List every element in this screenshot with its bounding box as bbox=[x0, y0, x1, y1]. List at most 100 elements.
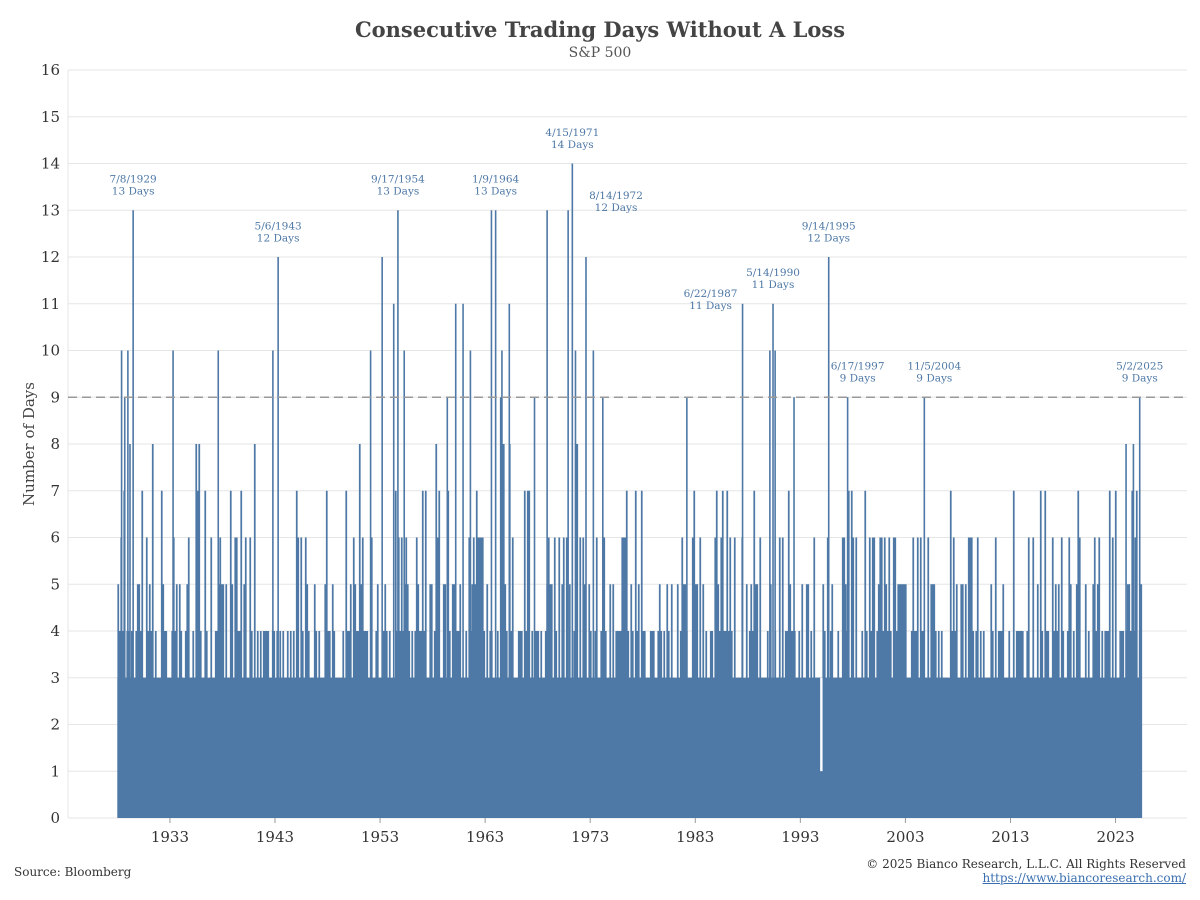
bar-peak bbox=[129, 444, 131, 818]
bar bbox=[421, 490, 424, 818]
x-tick-label: 1963 bbox=[466, 828, 504, 846]
bar-peak bbox=[217, 350, 220, 818]
y-tick-label: 10 bbox=[41, 342, 60, 360]
x-tick-label: 1993 bbox=[781, 828, 819, 846]
x-tick-label: 1983 bbox=[676, 828, 714, 846]
bar bbox=[1131, 490, 1134, 818]
bar-peak bbox=[501, 350, 503, 818]
source-link[interactable]: https://www.biancoresearch.com/ bbox=[982, 871, 1186, 885]
y-tick-label: 5 bbox=[50, 575, 60, 593]
bar bbox=[438, 490, 441, 818]
annotation-date: 9/14/1995 bbox=[802, 220, 856, 232]
annotation-date: 4/15/1971 bbox=[545, 127, 599, 139]
bar bbox=[850, 490, 853, 818]
bar bbox=[726, 490, 729, 818]
bar-peak bbox=[592, 350, 595, 818]
chart-title: Consecutive Trading Days Without A Loss bbox=[355, 17, 845, 42]
bar bbox=[715, 490, 718, 818]
bar bbox=[523, 490, 526, 818]
bar bbox=[502, 444, 505, 818]
bar-peak bbox=[123, 397, 126, 818]
bar-notable bbox=[132, 210, 134, 818]
bar-peak bbox=[403, 350, 406, 818]
bar-peak bbox=[127, 350, 129, 818]
bar-notable bbox=[827, 257, 830, 818]
bar bbox=[847, 490, 850, 818]
y-tick-label: 14 bbox=[41, 155, 60, 173]
chart-subtitle: S&P 500 bbox=[569, 45, 632, 61]
annotation-label: 14 Days bbox=[551, 139, 594, 151]
bar bbox=[949, 490, 952, 818]
bar bbox=[1108, 490, 1111, 818]
bar-peak bbox=[574, 350, 577, 818]
bar bbox=[528, 490, 531, 818]
y-tick-label: 12 bbox=[41, 248, 60, 266]
bar-peak bbox=[769, 350, 771, 818]
bar-peak bbox=[172, 350, 174, 818]
y-tick-label: 9 bbox=[50, 388, 60, 406]
bar-notable bbox=[846, 397, 849, 818]
bar-notable bbox=[571, 163, 574, 818]
bar bbox=[693, 490, 696, 818]
bar-peak bbox=[392, 303, 395, 818]
copyright-note: © 2025 Bianco Research, L.L.C. All Right… bbox=[866, 857, 1186, 885]
bar bbox=[753, 490, 756, 818]
bar bbox=[253, 444, 256, 818]
bar bbox=[721, 490, 724, 818]
y-tick-label: 0 bbox=[50, 809, 60, 827]
y-tick-label: 4 bbox=[50, 622, 60, 640]
bar bbox=[576, 444, 579, 818]
bar-peak bbox=[793, 397, 795, 818]
bar-notable bbox=[1138, 397, 1141, 818]
y-tick-label: 15 bbox=[41, 108, 60, 126]
x-tick-label: 1933 bbox=[151, 828, 189, 846]
y-tick-label: 16 bbox=[41, 61, 60, 79]
annotation-label: 13 Days bbox=[112, 186, 155, 198]
bar bbox=[1077, 490, 1080, 818]
y-tick-label: 7 bbox=[50, 482, 60, 500]
bar bbox=[325, 490, 328, 818]
bar bbox=[151, 444, 154, 818]
x-tick-label: 1953 bbox=[361, 828, 399, 846]
bar bbox=[1012, 490, 1015, 818]
bar bbox=[625, 490, 628, 818]
source-note: Source: Bloomberg bbox=[14, 865, 132, 879]
bar bbox=[240, 490, 243, 818]
annotation-label: 12 Days bbox=[595, 202, 638, 214]
copyright-text: © 2025 Bianco Research, L.L.C. All Right… bbox=[866, 857, 1186, 871]
bar-peak bbox=[1132, 444, 1135, 818]
bar-peak bbox=[454, 303, 457, 818]
annotation-date: 6/17/1997 bbox=[831, 361, 885, 373]
x-tick-label: 1973 bbox=[571, 828, 609, 846]
bar bbox=[1140, 584, 1143, 818]
annotation-label: 11 Days bbox=[752, 279, 795, 291]
annotation-label: 13 Days bbox=[377, 186, 420, 198]
bar-peak bbox=[120, 350, 123, 818]
bar-peak bbox=[508, 303, 511, 818]
bar-peak bbox=[369, 350, 372, 818]
bar-notable bbox=[397, 210, 399, 818]
annotation-label: 9 Days bbox=[916, 373, 952, 385]
bar bbox=[634, 490, 637, 818]
y-tick-label: 8 bbox=[50, 435, 60, 453]
bar bbox=[160, 490, 163, 818]
x-tick-label: 2013 bbox=[991, 828, 1029, 846]
bar bbox=[1135, 490, 1138, 818]
annotation-date: 9/17/1954 bbox=[371, 174, 425, 186]
bar-notable bbox=[585, 257, 587, 818]
annotation-label: 12 Days bbox=[807, 232, 850, 244]
bar-peak bbox=[602, 397, 604, 818]
bar-notable bbox=[277, 257, 279, 818]
bar bbox=[117, 677, 1141, 818]
bar-peak bbox=[567, 210, 569, 818]
bar bbox=[435, 444, 438, 818]
bar bbox=[358, 444, 361, 818]
bar-peak bbox=[462, 303, 464, 818]
bar-peak bbox=[381, 257, 383, 818]
bar-peak bbox=[490, 210, 493, 818]
annotation-date: 8/14/1972 bbox=[589, 190, 643, 202]
bar-peak bbox=[446, 397, 449, 818]
bar bbox=[499, 397, 502, 818]
bar bbox=[195, 444, 198, 818]
